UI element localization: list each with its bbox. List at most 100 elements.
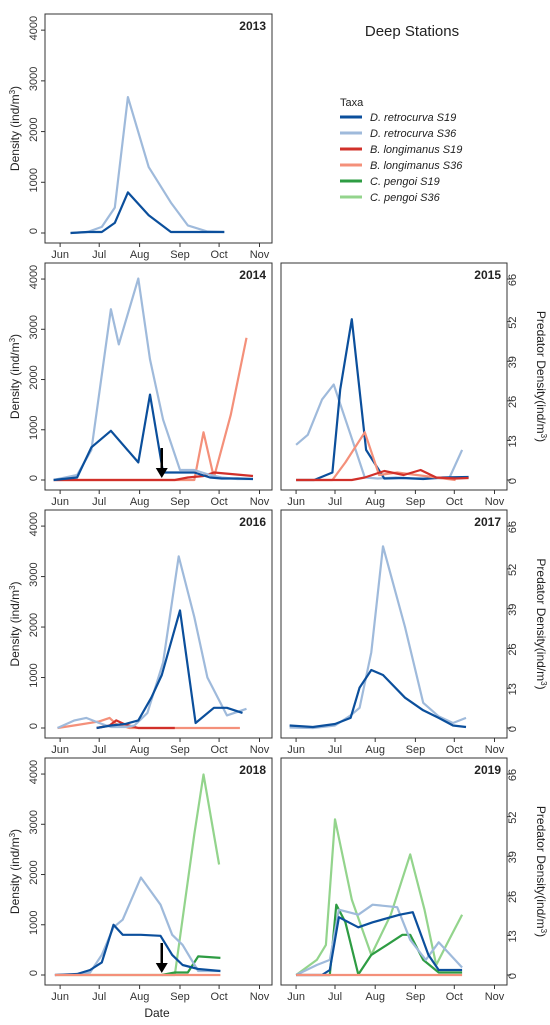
y-tick-label: 2000: [28, 613, 40, 637]
series-line-c-pengoi-s19: [322, 903, 463, 977]
panel-year-label: 2017: [474, 515, 501, 529]
right-y-axis-label: Predator Density(ind/m3): [534, 806, 549, 937]
panel-year-label: 2014: [239, 268, 266, 282]
x-tick-label: Jun: [287, 991, 305, 1003]
x-tick-label: Aug: [365, 991, 385, 1003]
right-y-axis-label: Predator Density(ind/m3): [534, 311, 549, 442]
x-tick-label: Sep: [170, 249, 190, 261]
panel-2013: 2013 Jun Jul Aug Sep Oct Nov 0 1000 2000 3000 4000 D…: [8, 13, 273, 261]
series-line-d-retrocurva-s19: [289, 668, 467, 729]
arrow-head: [155, 963, 168, 973]
y-tick-label: 2000: [28, 117, 40, 141]
x-tick-label: Jul: [328, 496, 342, 508]
panel-frame: [44, 13, 273, 244]
x-tick-label: Oct: [446, 496, 463, 508]
panel-frame: [44, 262, 273, 491]
x-tick-label: Jul: [92, 991, 106, 1003]
legend-title: Taxa: [340, 97, 364, 109]
x-tick-label: Jul: [328, 744, 342, 756]
y-axis-label: Density (ind/m3): [8, 86, 23, 171]
legend-label-c-pengoi-s36: C. pengoi S36: [370, 192, 441, 204]
y-axis-label: Density (ind/m3): [8, 334, 23, 419]
y-tick-label: 4000: [28, 760, 40, 784]
x-tick-label: Sep: [170, 496, 190, 508]
panel-2014: 2014 Jun Jul Aug Sep Oct Nov 0 1000 2000 3000 4000 D…: [8, 262, 273, 508]
panel-frame: [44, 757, 273, 986]
x-tick-label: Aug: [365, 744, 385, 756]
panel-2015: 2015 Jun Jul Aug Sep Oct Nov 0 13 26 39 52 66 Predato…: [280, 262, 549, 508]
x-tick-label: Aug: [130, 249, 150, 261]
panel-2019: 2019 Jun Jul Aug Sep Oct Nov 0 13 26 39 52 66 Predato…: [280, 757, 549, 1003]
y-tick-label: 1000: [28, 663, 40, 687]
x-tick-label: Nov: [485, 496, 505, 508]
y-tick-label: 1000: [28, 911, 40, 935]
right-y-tick-label: 26: [507, 891, 519, 903]
x-tick-label: Nov: [485, 991, 505, 1003]
series-line-c-pengoi-s36: [57, 773, 221, 977]
legend-label-b-longimanus-s36: B. longimanus S36: [370, 160, 463, 172]
right-y-tick-label: 0: [507, 726, 519, 732]
series-line-d-retrocurva-s19: [54, 923, 221, 977]
panel-2016: 2016 Jun Jul Aug Sep Oct Nov 0 1000 2000 3000 4000 D…: [8, 509, 273, 756]
panel-year-label: 2013: [239, 19, 266, 33]
x-tick-label: Aug: [365, 496, 385, 508]
y-tick-label: 1000: [28, 168, 40, 192]
x-tick-label: Aug: [130, 991, 150, 1003]
y-tick-label: 4000: [28, 512, 40, 536]
x-tick-label: Oct: [211, 249, 228, 261]
x-tick-label: Nov: [250, 249, 270, 261]
series-line-d-retrocurva-s36: [295, 903, 463, 976]
series-line-d-retrocurva-s36: [70, 95, 225, 235]
series-line-b-longimanus-s19: [53, 471, 254, 482]
panel-frame: [280, 262, 508, 491]
x-tick-label: Aug: [130, 744, 150, 756]
right-y-tick-label: 39: [507, 851, 519, 863]
right-y-tick-label: 39: [507, 356, 519, 368]
x-tick-label: Jul: [328, 991, 342, 1003]
x-tick-label: Jun: [51, 249, 69, 261]
y-tick-label: 2000: [28, 365, 40, 389]
legend-label-d-retrocurva-s36: D. retrocurva S36: [370, 128, 457, 140]
panel-2018: 2018 Jun Jul Aug Sep Oct Nov 0 1000 2000 3000 4000 D…: [8, 757, 273, 1003]
series-line-c-pengoi-s36: [295, 818, 464, 976]
legend-label-b-longimanus-s19: B. longimanus S19: [370, 144, 462, 156]
series-line-d-retrocurva-s36: [295, 383, 464, 480]
legend-label-d-retrocurva-s19: D. retrocurva S19: [370, 112, 456, 124]
series-line-d-retrocurva-s19: [96, 609, 243, 730]
panel-frame: [280, 757, 508, 986]
right-y-tick-label: 13: [507, 435, 519, 447]
x-tick-label: Nov: [250, 744, 270, 756]
y-tick-label: 2000: [28, 860, 40, 884]
y-tick-label: 0: [28, 970, 40, 976]
series-line-b-longimanus-s36: [57, 716, 240, 730]
right-y-tick-label: 39: [507, 604, 519, 616]
y-tick-label: 0: [28, 475, 40, 481]
x-tick-label: Jul: [92, 496, 106, 508]
right-y-axis-label: Predator Density(ind/m3): [534, 558, 549, 689]
panel-year-label: 2016: [239, 515, 266, 529]
series-line-c-pengoi-s19: [161, 955, 221, 977]
series-line-d-retrocurva-s19: [296, 318, 469, 482]
figure-title: Deep Stations: [365, 23, 459, 40]
series-line-d-retrocurva-s36: [53, 277, 253, 482]
y-tick-label: 3000: [28, 67, 40, 91]
panel-year-label: 2019: [474, 763, 501, 777]
arrow-head: [155, 468, 168, 478]
right-y-tick-label: 52: [507, 564, 519, 576]
right-y-tick-label: 13: [507, 683, 519, 695]
series-line-d-retrocurva-s36: [54, 876, 221, 977]
series-line-d-retrocurva-s36: [57, 555, 247, 730]
right-y-tick-label: 52: [507, 812, 519, 824]
series-line-d-retrocurva-s19: [296, 911, 463, 977]
x-tick-label: Sep: [170, 991, 190, 1003]
x-tick-label: Jun: [51, 744, 69, 756]
x-tick-label: Jul: [92, 249, 106, 261]
x-tick-label: Oct: [446, 744, 463, 756]
legend: Taxa D. retrocurva S19 D. retrocurva S36 B…: [340, 97, 463, 204]
x-tick-label: Sep: [406, 991, 426, 1003]
y-tick-label: 3000: [28, 315, 40, 339]
y-tick-label: 0: [28, 228, 40, 234]
series-line-d-retrocurva-s19: [70, 191, 225, 235]
y-axis-label: Density (ind/m3): [8, 581, 23, 666]
